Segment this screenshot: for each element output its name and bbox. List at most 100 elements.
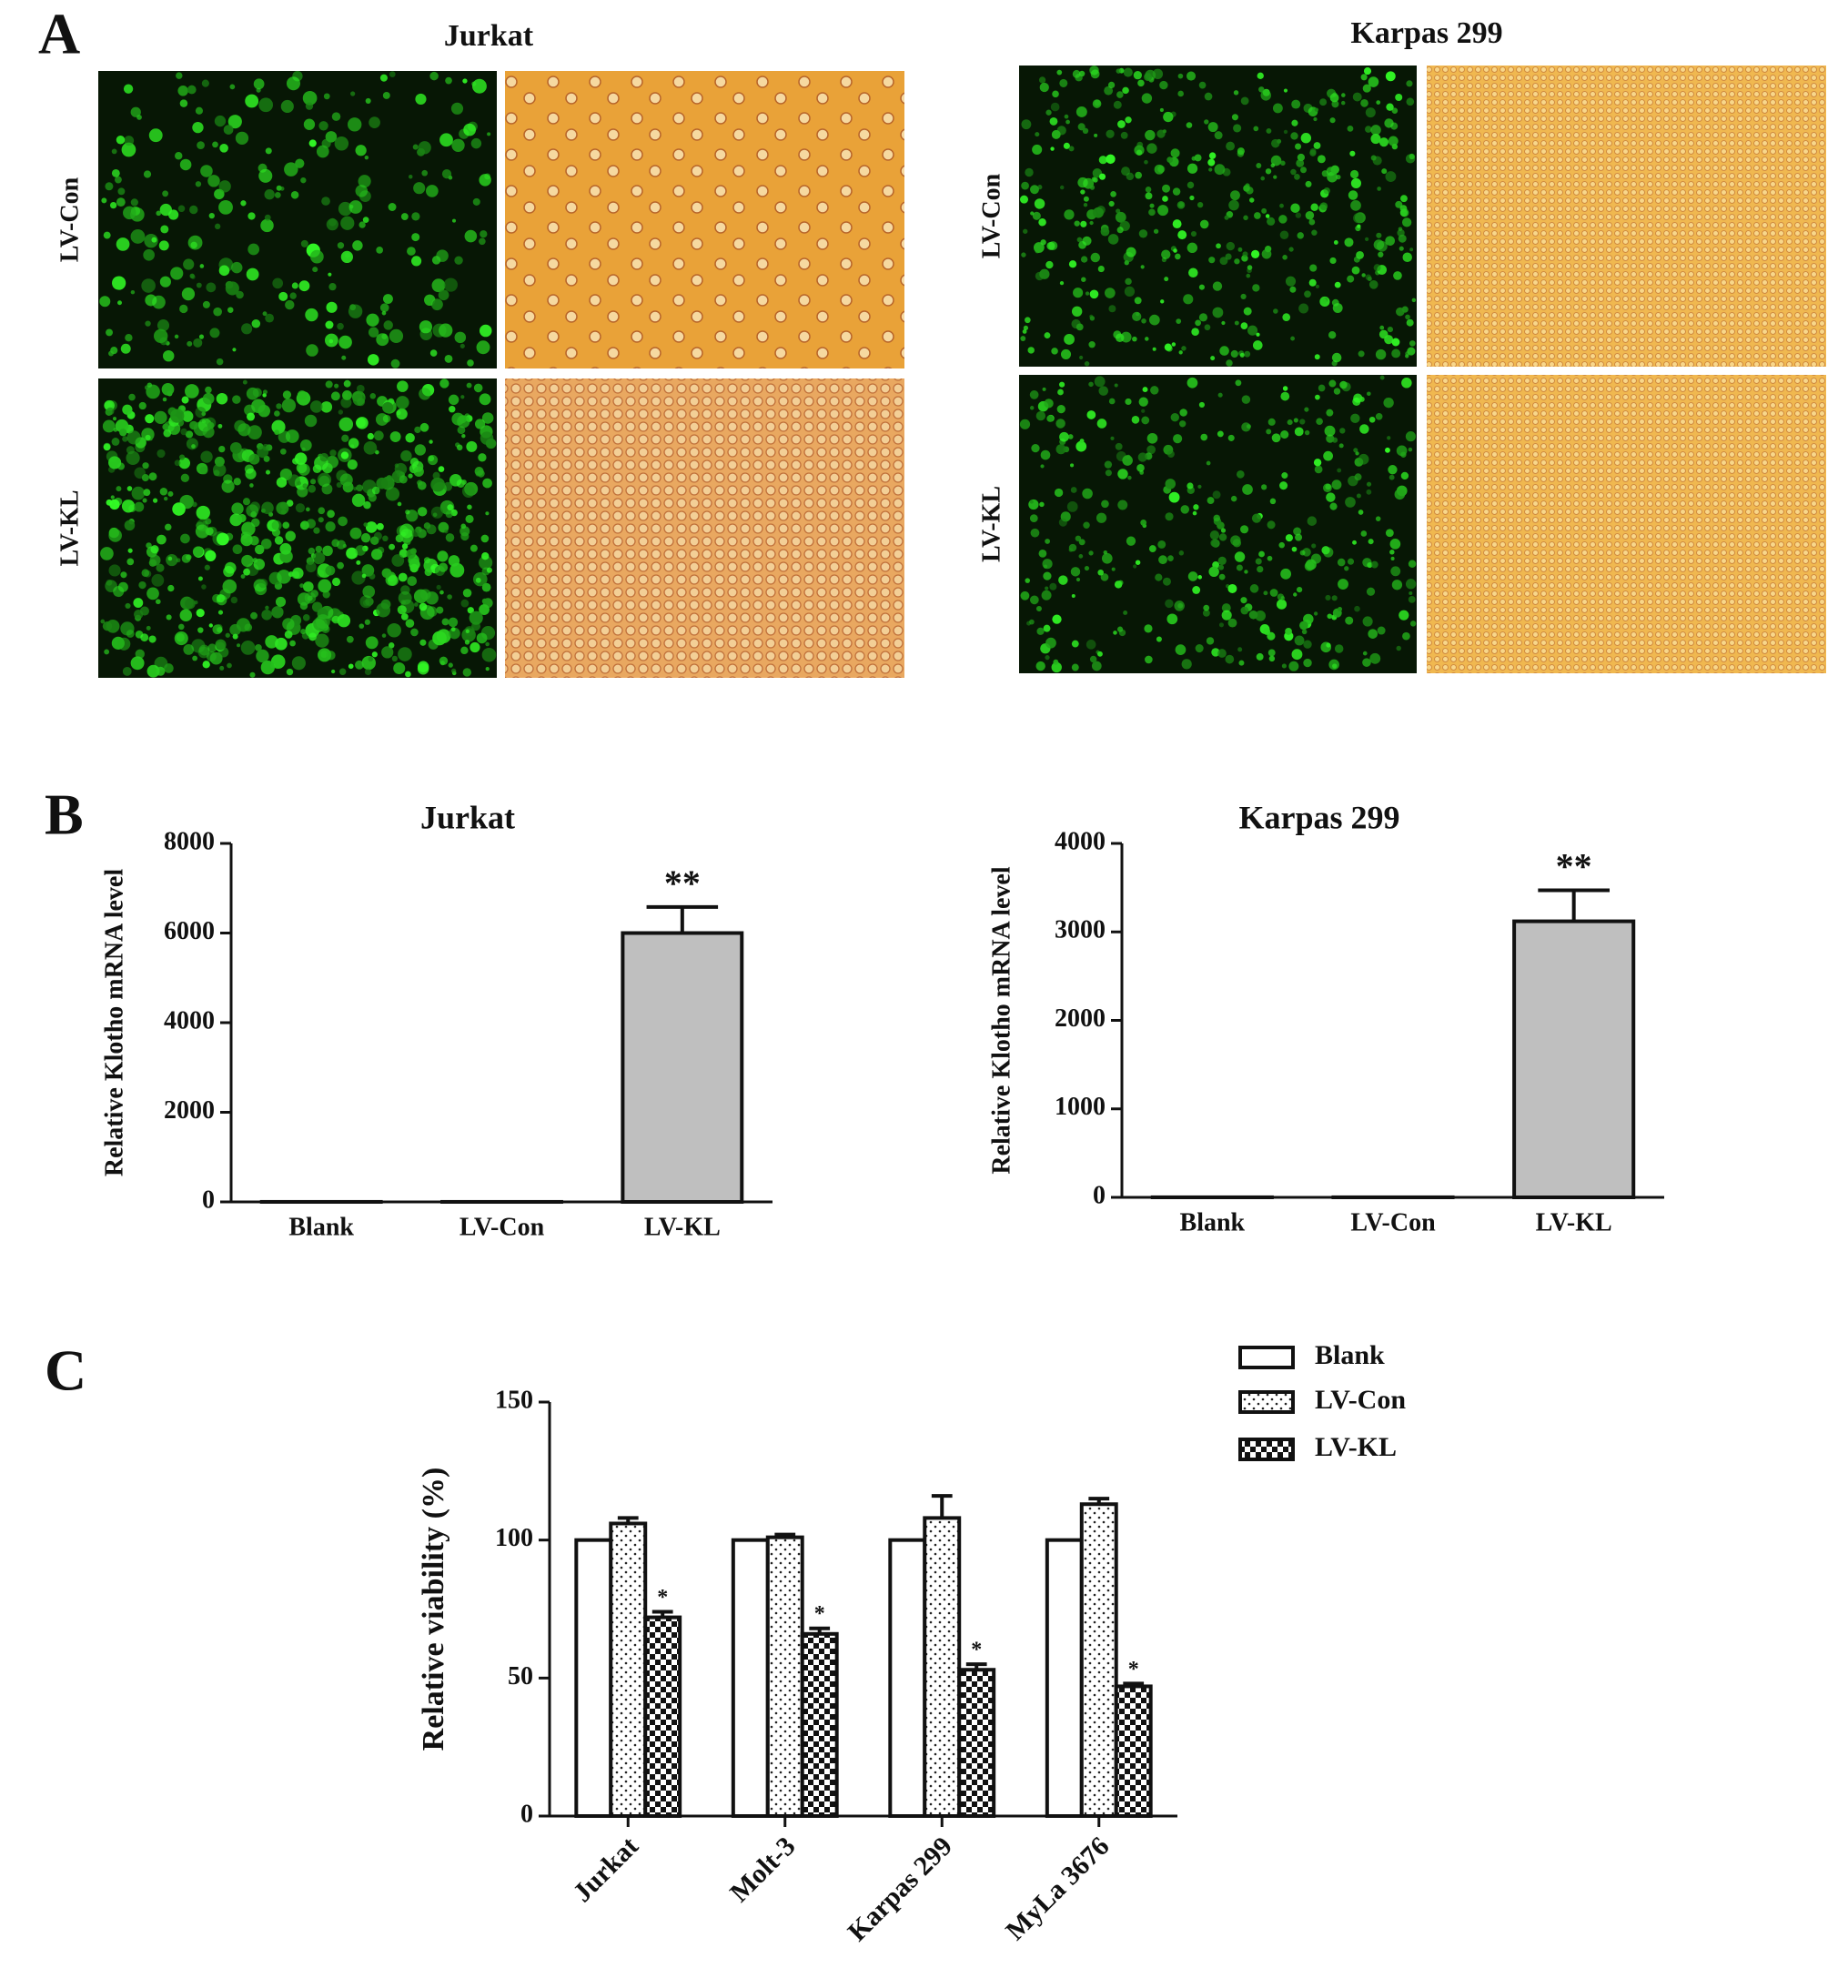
cell — [1204, 119, 1209, 125]
cell — [296, 462, 308, 474]
cell — [358, 221, 366, 228]
cell — [1145, 192, 1153, 200]
cell — [1082, 236, 1092, 246]
cell — [1208, 257, 1216, 264]
cell — [430, 565, 435, 570]
cell — [1141, 318, 1146, 324]
cell — [227, 662, 232, 669]
cell — [288, 474, 300, 487]
cell — [462, 589, 472, 598]
cell — [1326, 492, 1336, 502]
cell — [1038, 218, 1046, 227]
cell — [162, 397, 167, 402]
cell — [1165, 512, 1174, 521]
cell — [394, 462, 408, 476]
cell — [207, 643, 217, 653]
cell — [1166, 450, 1175, 459]
cell — [1084, 361, 1090, 367]
cell — [1333, 240, 1338, 245]
cell — [1045, 109, 1052, 116]
cell — [405, 510, 410, 515]
cell — [1197, 484, 1202, 489]
cell — [1329, 502, 1338, 510]
cell — [382, 535, 389, 542]
cell — [1187, 482, 1194, 489]
cell — [1288, 661, 1299, 671]
cell — [258, 579, 268, 589]
cell — [439, 323, 453, 338]
cell — [349, 527, 362, 540]
cell — [444, 529, 449, 534]
cell — [432, 512, 438, 518]
cell — [225, 632, 230, 638]
cell — [146, 382, 153, 388]
cell — [274, 536, 284, 545]
cell — [1345, 497, 1356, 508]
cell — [1263, 628, 1271, 635]
cell — [429, 349, 438, 357]
cell — [460, 599, 470, 608]
cell — [1068, 146, 1075, 152]
cell — [1225, 654, 1235, 664]
cell — [162, 349, 175, 362]
cell — [449, 474, 462, 487]
cell — [368, 493, 377, 502]
cell — [348, 304, 363, 318]
cell — [1248, 610, 1258, 620]
cell — [1123, 67, 1133, 77]
cell — [381, 646, 394, 659]
cell — [141, 474, 149, 482]
cell — [1365, 107, 1376, 118]
cell — [186, 554, 192, 560]
cell — [379, 74, 388, 82]
cell — [1240, 606, 1249, 615]
cell — [1240, 322, 1248, 329]
micrograph-title: Jurkat — [444, 19, 534, 53]
cell — [110, 495, 115, 500]
cell — [179, 99, 188, 107]
cell — [1036, 627, 1045, 635]
cell — [461, 434, 466, 439]
cell — [183, 258, 195, 270]
cell — [1350, 413, 1360, 424]
cell — [174, 334, 179, 339]
cell — [315, 633, 329, 648]
cell — [216, 392, 228, 405]
cell — [257, 446, 269, 459]
cell — [246, 387, 259, 400]
cell — [368, 327, 379, 338]
cell — [432, 631, 447, 646]
cell — [444, 355, 453, 363]
cell — [1353, 213, 1364, 224]
cell — [364, 668, 372, 676]
cell — [1167, 555, 1174, 561]
cell — [337, 613, 351, 628]
cell — [405, 433, 415, 443]
cell — [1107, 234, 1119, 245]
cell — [470, 137, 482, 149]
cell — [324, 333, 338, 348]
cell — [1029, 390, 1039, 399]
cell — [143, 248, 155, 261]
cell — [1280, 160, 1286, 167]
cell — [305, 308, 318, 322]
cell — [1347, 558, 1355, 565]
cell — [112, 417, 117, 421]
bar — [574, 1538, 613, 1818]
cell — [1218, 564, 1225, 570]
cell — [1267, 520, 1276, 530]
cell — [348, 438, 359, 449]
cell — [376, 477, 389, 489]
cell — [125, 334, 133, 342]
cell — [356, 384, 365, 393]
cell — [185, 430, 194, 439]
cell — [328, 272, 332, 277]
cell — [1019, 195, 1029, 204]
cell — [318, 121, 328, 131]
cell — [342, 390, 352, 400]
cell — [160, 225, 169, 234]
cell — [152, 498, 158, 503]
cell — [410, 628, 419, 637]
cell — [1116, 68, 1122, 74]
cell — [1110, 436, 1115, 440]
